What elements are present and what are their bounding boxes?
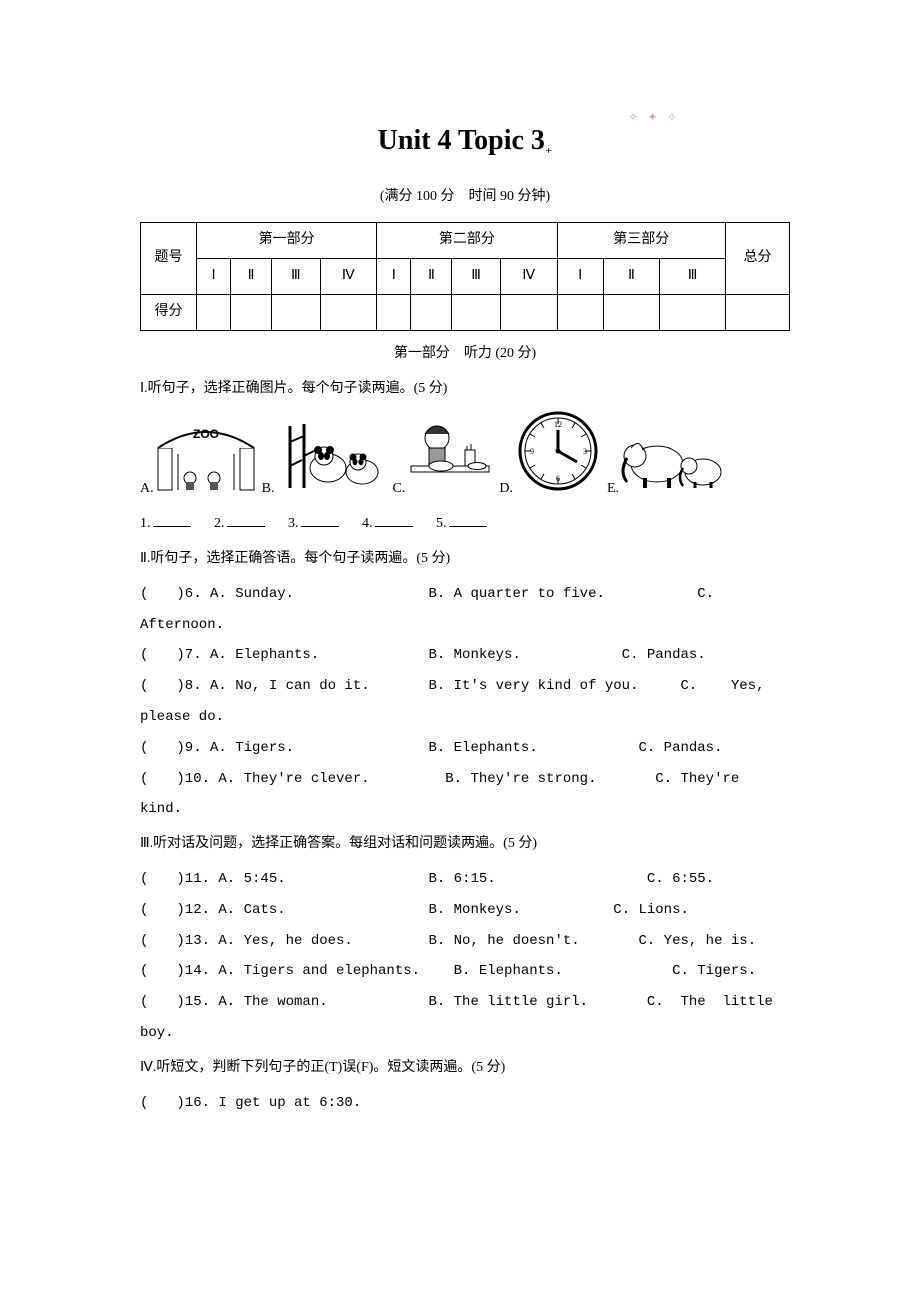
cell-empty[interactable] (726, 294, 790, 330)
cell-empty[interactable] (452, 294, 500, 330)
cell-empty[interactable] (320, 294, 377, 330)
section1-instruction: Ⅰ.听句子，选择正确图片。每个句子读两遍。(5 分) (140, 374, 790, 405)
cell-part1: 第一部分 (197, 223, 377, 259)
cell-empty[interactable] (660, 294, 726, 330)
clock-icon: 12 3 6 9 (515, 410, 601, 505)
question-13: ( )13. A. Yes, he does. B. No, he doesn'… (140, 926, 790, 957)
cell-roman: Ⅱ (411, 259, 452, 295)
svg-text:3: 3 (583, 447, 587, 456)
cell-roman: Ⅲ (452, 259, 500, 295)
cell-roman: Ⅰ (197, 259, 231, 295)
cell-roman: Ⅰ (557, 259, 603, 295)
table-row: 得分 (141, 294, 790, 330)
question-10-wrap: kind. (140, 794, 790, 825)
section3-instruction: Ⅲ.听对话及问题，选择正确答案。每组对话和问题读两遍。(5 分) (140, 829, 790, 860)
elephants-icon (621, 428, 731, 505)
question-7: ( )7. A. Elephants. B. Monkeys. C. Panda… (140, 640, 790, 671)
image-option-a: A. ZOO (140, 422, 256, 505)
image-label: D. (499, 474, 513, 505)
blank-4[interactable]: 4. (362, 509, 413, 540)
cell-label-number: 题号 (141, 223, 197, 295)
image-option-c: C. (392, 416, 493, 505)
question-15: ( )15. A. The woman. B. The little girl.… (140, 987, 790, 1018)
page-title-row: ✧ ✦ ✧ Unit 4 Topic 3₊ (140, 110, 790, 172)
blank-1[interactable]: 1. (140, 509, 191, 540)
svg-text:ZOO: ZOO (193, 427, 219, 441)
cell-empty[interactable] (272, 294, 320, 330)
blank-3[interactable]: 3. (288, 509, 339, 540)
svg-text:12: 12 (554, 420, 562, 429)
image-label: E. (607, 474, 619, 505)
image-option-e: E. (607, 428, 731, 505)
score-table: 题号 第一部分 第二部分 第三部分 总分 Ⅰ Ⅱ Ⅲ Ⅳ Ⅰ Ⅱ Ⅲ Ⅳ Ⅰ Ⅱ… (140, 222, 790, 330)
page-subtitle: (满分 100 分 时间 90 分钟) (140, 182, 790, 213)
image-option-b: B. (262, 422, 387, 505)
question-15-wrap: boy. (140, 1018, 790, 1049)
section1-header: 第一部分 听力 (20 分) (140, 339, 790, 370)
answer-blanks-row: 1. 2. 3. 4. 5. (140, 509, 790, 540)
question-8-wrap: please do. (140, 702, 790, 733)
image-label: C. (392, 474, 405, 505)
cell-total: 总分 (726, 223, 790, 295)
image-label: A. (140, 474, 154, 505)
question-14: ( )14. A. Tigers and elephants. B. Eleph… (140, 956, 790, 987)
cell-part2: 第二部分 (377, 223, 557, 259)
boy-eating-icon (407, 416, 493, 505)
section2-instruction: Ⅱ.听句子，选择正确答语。每个句子读两遍。(5 分) (140, 544, 790, 575)
pandas-bamboo-icon (276, 422, 386, 505)
table-row: 题号 第一部分 第二部分 第三部分 总分 (141, 223, 790, 259)
cell-empty[interactable] (231, 294, 272, 330)
cell-label-score: 得分 (141, 294, 197, 330)
image-options-row: A. ZOO B. (140, 410, 790, 505)
question-10: ( )10. A. They're clever. B. They're str… (140, 764, 790, 795)
cell-roman: Ⅳ (320, 259, 377, 295)
cell-roman: Ⅰ (377, 259, 411, 295)
cell-empty[interactable] (377, 294, 411, 330)
question-9: ( )9. A. Tigers. B. Elephants. C. Pandas… (140, 733, 790, 764)
question-12: ( )12. A. Cats. B. Monkeys. C. Lions. (140, 895, 790, 926)
question-11: ( )11. A. 5:45. B. 6:15. C. 6:55. (140, 864, 790, 895)
table-row: Ⅰ Ⅱ Ⅲ Ⅳ Ⅰ Ⅱ Ⅲ Ⅳ Ⅰ Ⅱ Ⅲ (141, 259, 790, 295)
question-8: ( )8. A. No, I can do it. B. It's very k… (140, 671, 790, 702)
question-6: ( )6. A. Sunday. B. A quarter to five. C… (140, 579, 790, 610)
blank-2[interactable]: 2. (214, 509, 265, 540)
title-trail-mark: ₊ (545, 142, 552, 157)
section4-instruction: Ⅳ.听短文，判断下列句子的正(T)误(F)。短文读两遍。(5 分) (140, 1053, 790, 1084)
cell-empty[interactable] (197, 294, 231, 330)
page-title: Unit 4 Topic 3 (378, 125, 545, 156)
image-option-d: D. 12 3 6 9 (499, 410, 601, 505)
image-label: B. (262, 474, 275, 505)
svg-text:6: 6 (556, 474, 560, 483)
question-6-wrap: Afternoon. (140, 610, 790, 641)
zoo-gate-icon: ZOO (156, 422, 256, 505)
cell-empty[interactable] (411, 294, 452, 330)
cell-roman: Ⅳ (500, 259, 557, 295)
blank-5[interactable]: 5. (436, 509, 487, 540)
decorative-sparkle: ✧ ✦ ✧ (628, 104, 680, 130)
cell-roman: Ⅲ (660, 259, 726, 295)
cell-roman: Ⅱ (231, 259, 272, 295)
cell-empty[interactable] (557, 294, 603, 330)
cell-part3: 第三部分 (557, 223, 725, 259)
svg-text:9: 9 (530, 447, 534, 456)
cell-roman: Ⅲ (272, 259, 320, 295)
question-16: ( )16. I get up at 6:30. (140, 1088, 790, 1119)
cell-empty[interactable] (603, 294, 659, 330)
cell-empty[interactable] (500, 294, 557, 330)
cell-roman: Ⅱ (603, 259, 659, 295)
